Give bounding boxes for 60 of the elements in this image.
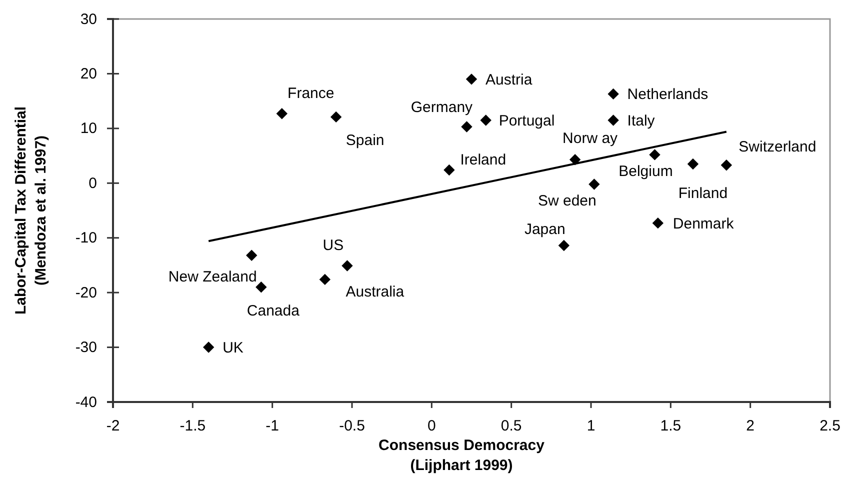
annotation: Japan xyxy=(524,220,566,238)
point xyxy=(588,178,600,190)
point xyxy=(480,114,492,126)
x-tick-label: 0 xyxy=(427,418,436,435)
point xyxy=(466,74,478,85)
annotation: New Zealand xyxy=(168,268,257,286)
point xyxy=(687,158,699,170)
point xyxy=(461,121,472,132)
x-tick-label: 1.5 xyxy=(660,418,682,435)
point xyxy=(569,154,581,166)
x-tick-label: 0.5 xyxy=(500,418,522,435)
point xyxy=(720,159,732,171)
annotation: US xyxy=(322,237,344,254)
point xyxy=(342,260,353,272)
annotation: Denmark xyxy=(672,215,734,232)
y-tick-label: 30 xyxy=(80,10,97,28)
point xyxy=(558,240,570,252)
x-tick-label: -2 xyxy=(106,418,120,435)
annotation: Austria xyxy=(486,71,533,88)
annotation: Canada xyxy=(246,302,300,320)
y-tick-label: 20 xyxy=(80,66,97,83)
x-tick-label: -1 xyxy=(266,418,280,435)
point xyxy=(246,250,258,261)
annotation: Portugal xyxy=(498,112,555,130)
x-tick-label: 2.5 xyxy=(820,418,840,435)
annotation: Belgium xyxy=(618,162,673,180)
y-tick-label: -10 xyxy=(75,230,97,247)
annotation: Spain xyxy=(346,132,384,150)
annotation: Italy xyxy=(627,112,656,130)
annotation: Germany xyxy=(410,99,474,116)
x-tick-label: 1 xyxy=(586,418,596,435)
y-tick-label: -20 xyxy=(75,284,97,302)
point xyxy=(319,274,331,286)
annotation: France xyxy=(288,84,334,102)
point xyxy=(652,217,664,229)
y-tick-label: 10 xyxy=(80,120,97,138)
point xyxy=(256,282,267,293)
annotation: Sw eden xyxy=(538,192,596,210)
point xyxy=(276,108,288,120)
annotation: Switzerland xyxy=(738,138,816,156)
y-tick-label: -30 xyxy=(75,339,97,356)
annotation: Ireland xyxy=(460,151,506,168)
point xyxy=(608,114,619,126)
annotation: Australia xyxy=(346,284,405,301)
y-tick-label: 0 xyxy=(88,174,97,192)
point xyxy=(649,149,660,160)
point xyxy=(330,111,342,123)
annotation: UK xyxy=(222,340,244,357)
point xyxy=(203,342,214,353)
annotation: Netherlands xyxy=(627,86,708,104)
point xyxy=(444,164,455,176)
annotation: Finland xyxy=(678,185,728,202)
point xyxy=(608,88,619,100)
annotation: Norw ay xyxy=(562,130,618,147)
x-tick-label: -1.5 xyxy=(180,418,206,435)
y-axis-title: Labor-Capital Tax Differential (Mendoza et al. 1997) xyxy=(12,106,50,315)
y-tick-label: -40 xyxy=(75,394,97,411)
x-tick-label: 2 xyxy=(746,418,755,435)
x-axis-title: Consensus Democracy (Lijphart 1999) xyxy=(378,437,546,474)
x-tick-label: -0.5 xyxy=(339,418,365,435)
